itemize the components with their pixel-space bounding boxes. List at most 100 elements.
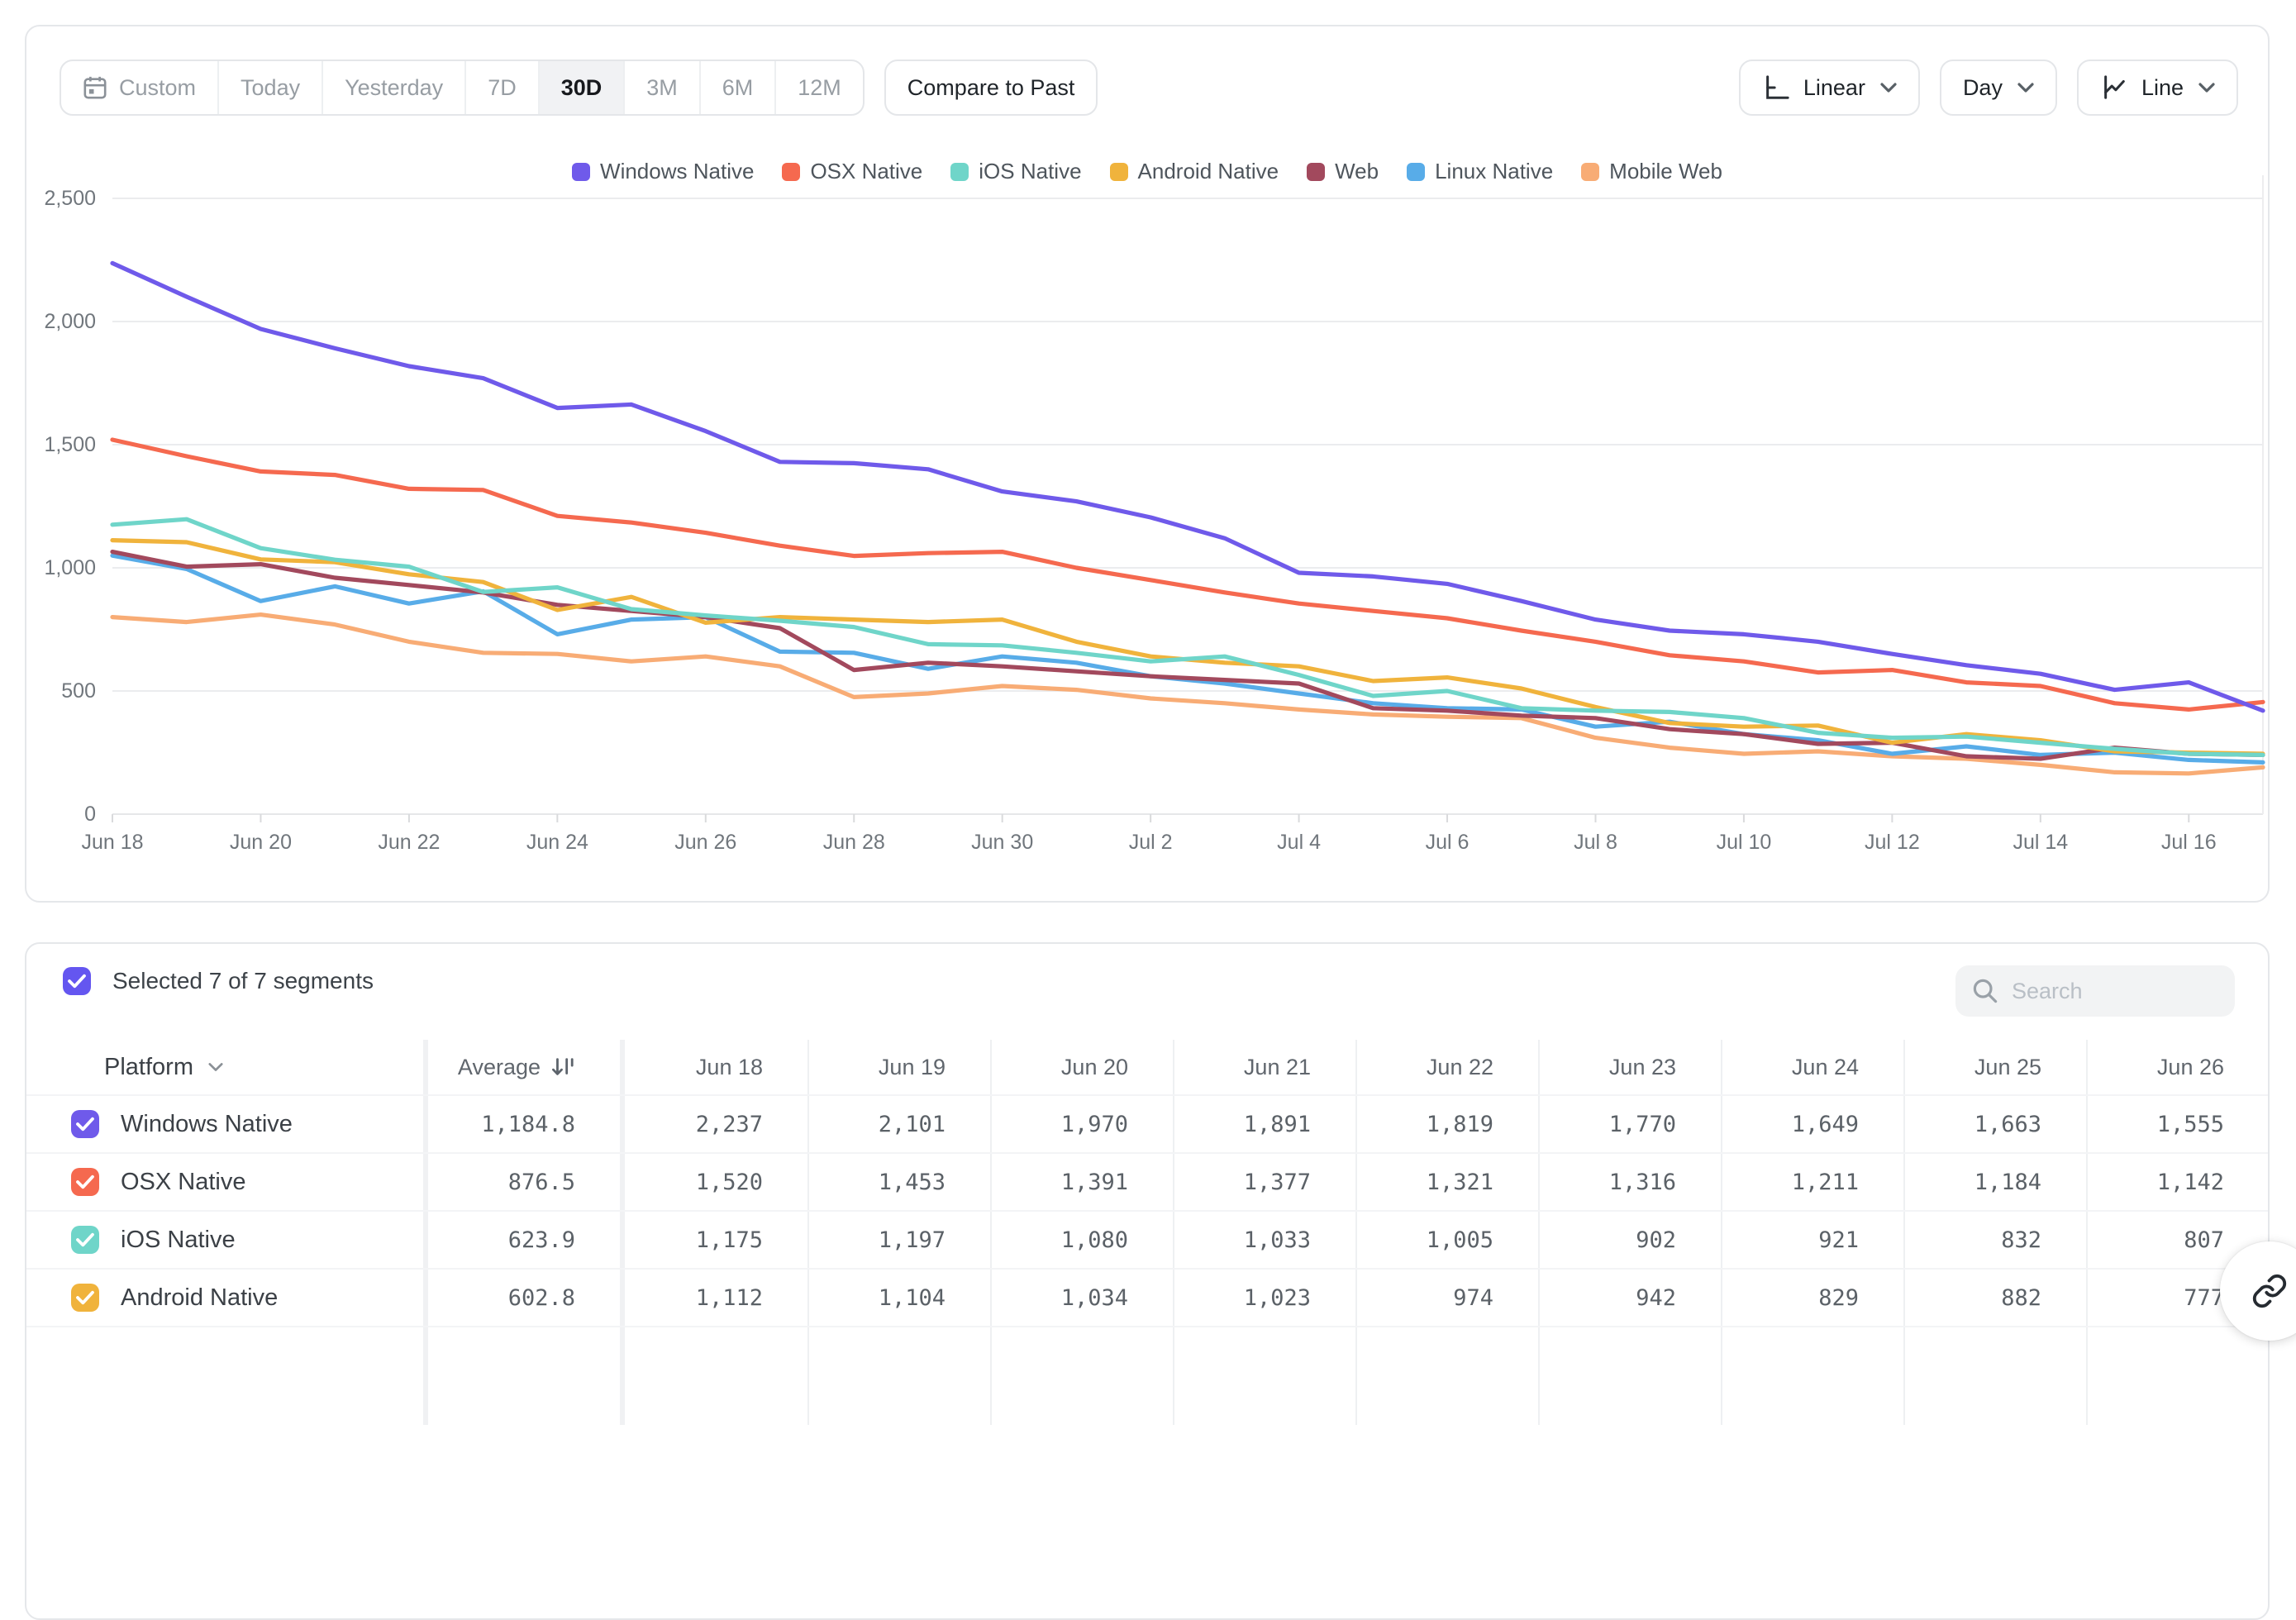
value-cell: 1,112 xyxy=(695,1284,763,1311)
value-cell: 1,005 xyxy=(1355,1212,1538,1268)
value-cell: 1,104 xyxy=(807,1270,990,1326)
platform-column-header[interactable]: Platform xyxy=(26,1040,423,1094)
chart-type-select[interactable]: Line xyxy=(2076,60,2238,116)
date-column-header-jun-19: Jun 19 xyxy=(807,1040,990,1094)
series-line-ios-native[interactable] xyxy=(110,517,2265,758)
chevron-down-icon xyxy=(1880,83,1897,93)
copy-link-button[interactable] xyxy=(2220,1241,2296,1341)
average-value: 623.9 xyxy=(423,1212,625,1268)
line-chart: 0 500 1,000 1,500 2,000 2,500 Jun 18 Jun 20 Jun … xyxy=(44,175,2265,854)
legend-item-mobile-web[interactable]: Mobile Web xyxy=(1581,159,1722,184)
x-axis-label: Jul 6 xyxy=(1426,831,1470,854)
date-column-header-jun-26: Jun 26 xyxy=(2086,1040,2268,1094)
platform-cell: Windows Native xyxy=(26,1096,423,1152)
x-axis-label: Jun 28 xyxy=(823,831,885,854)
range-30d[interactable]: 30D xyxy=(539,61,626,114)
series-line-windows-native[interactable] xyxy=(110,260,2265,713)
legend-item-linux-native[interactable]: Linux Native xyxy=(1407,159,1553,184)
check-icon xyxy=(76,1117,94,1132)
search-box xyxy=(1955,965,2235,1017)
platform-cell: OSX Native xyxy=(26,1154,423,1210)
legend-swatch xyxy=(782,162,801,181)
interval-select[interactable]: Day xyxy=(1939,60,2057,116)
legend-item-ios-native[interactable]: iOS Native xyxy=(950,159,1082,184)
value-cell: 1,555 xyxy=(2086,1096,2268,1152)
table-row-osx-native: OSX Native 876.5 1,520 1,453 1,391 1,377 1,321… xyxy=(26,1152,2268,1210)
value-cell: 1,211 xyxy=(1721,1154,1903,1210)
x-axis-label: Jun 20 xyxy=(230,831,292,854)
value-cell: 777 xyxy=(2086,1270,2268,1326)
chart-card: Custom Today Yesterday 7D 30D 3M 6M 12M Compare… xyxy=(25,25,2270,903)
range-6m[interactable]: 6M xyxy=(701,61,777,114)
check-icon xyxy=(76,1290,94,1305)
value-cell: 832 xyxy=(1903,1212,2086,1268)
platform-label: Windows Native xyxy=(121,1110,293,1137)
range-yesterday[interactable]: Yesterday xyxy=(323,61,467,114)
value-cell: 1,377 xyxy=(1173,1154,1355,1210)
table-row-ios-native: iOS Native 623.9 1,175 1,197 1,080 1,033 1,005… xyxy=(26,1210,2268,1268)
table-header-row: Platform Average Jun 18 Jun 19 Jun 20 Jun 2… xyxy=(26,1040,2268,1094)
series-line-osx-native[interactable] xyxy=(110,437,2265,712)
table-filler-row xyxy=(26,1326,2268,1425)
legend-item-android-native[interactable]: Android Native xyxy=(1109,159,1279,184)
range-7d[interactable]: 7D xyxy=(466,61,540,114)
series-line-web[interactable] xyxy=(110,549,2265,761)
segment-checkbox-osx-native[interactable] xyxy=(71,1168,99,1196)
value-cell: 1,891 xyxy=(1173,1096,1355,1152)
value-cell: 1,520 xyxy=(695,1169,763,1195)
y-axis-label: 1,000 xyxy=(44,556,96,579)
range-3m[interactable]: 3M xyxy=(625,61,701,114)
series-line-mobile-web[interactable] xyxy=(110,612,2265,776)
average-column-header[interactable]: Average xyxy=(423,1040,625,1094)
platform-label: Android Native xyxy=(121,1284,279,1311)
scale-select[interactable]: Linear xyxy=(1738,60,1920,116)
legend-swatch xyxy=(950,162,969,181)
segment-checkbox-windows-native[interactable] xyxy=(71,1110,99,1138)
value-cell: 1,034 xyxy=(990,1270,1173,1326)
range-custom[interactable]: Custom xyxy=(61,61,220,114)
x-axis-label: Jun 30 xyxy=(971,831,1033,854)
search-input[interactable] xyxy=(2012,978,2218,1004)
value-cell: 1,033 xyxy=(1173,1212,1355,1268)
chart-type-label: Line xyxy=(2141,74,2184,100)
table-body: Windows Native 1,184.8 2,237 2,101 1,970 1,89… xyxy=(26,1094,2268,1425)
legend-item-web[interactable]: Web xyxy=(1307,159,1379,184)
x-axis-label: Jul 10 xyxy=(1717,831,1772,854)
date-column-header-jun-21: Jun 21 xyxy=(1173,1040,1355,1094)
date-column-header-jun-20: Jun 20 xyxy=(990,1040,1173,1094)
y-axis-label: 1,500 xyxy=(44,433,96,456)
legend-item-osx-native[interactable]: OSX Native xyxy=(782,159,922,184)
link-icon xyxy=(2251,1273,2288,1309)
legend-item-windows-native[interactable]: Windows Native xyxy=(572,159,754,184)
table-row-android-native: Android Native 602.8 1,112 1,104 1,034 1,023 9… xyxy=(26,1268,2268,1326)
compare-to-past-button[interactable]: Compare to Past xyxy=(884,60,1098,116)
value-cell: 1,316 xyxy=(1538,1154,1721,1210)
date-column-header-jun-22: Jun 22 xyxy=(1355,1040,1538,1094)
date-column-header-jun-24: Jun 24 xyxy=(1721,1040,1903,1094)
linear-axis-icon xyxy=(1762,74,1790,101)
segment-checkbox-ios-native[interactable] xyxy=(71,1226,99,1254)
average-value: 1,184.8 xyxy=(423,1096,625,1152)
value-cell: 829 xyxy=(1721,1270,1903,1326)
value-cell: 1,663 xyxy=(1903,1096,2086,1152)
segments-summary-row: Selected 7 of 7 segments xyxy=(63,967,374,995)
select-all-checkbox[interactable] xyxy=(63,967,91,995)
legend-swatch xyxy=(1407,162,1426,181)
x-axis-label: Jul 4 xyxy=(1277,831,1321,854)
range-12m[interactable]: 12M xyxy=(776,61,863,114)
segment-checkbox-android-native[interactable] xyxy=(71,1284,99,1312)
y-axis-label: 0 xyxy=(84,803,96,826)
range-today[interactable]: Today xyxy=(219,61,324,114)
value-cell: 1,080 xyxy=(990,1212,1173,1268)
value-cell: 1,184 xyxy=(1903,1154,2086,1210)
segments-table: Platform Average Jun 18 Jun 19 Jun 20 Jun 2… xyxy=(26,1040,2268,1425)
value-cell: 1,142 xyxy=(2086,1154,2268,1210)
y-axis-label: 2,500 xyxy=(44,187,96,210)
x-axis-label: Jul 12 xyxy=(1865,831,1920,854)
chevron-down-icon xyxy=(208,1062,223,1072)
chevron-down-icon xyxy=(2198,83,2215,93)
check-icon xyxy=(68,974,86,989)
value-cell: 1,453 xyxy=(807,1154,990,1210)
value-cell: 942 xyxy=(1538,1270,1721,1326)
date-column-header-jun-23: Jun 23 xyxy=(1538,1040,1721,1094)
